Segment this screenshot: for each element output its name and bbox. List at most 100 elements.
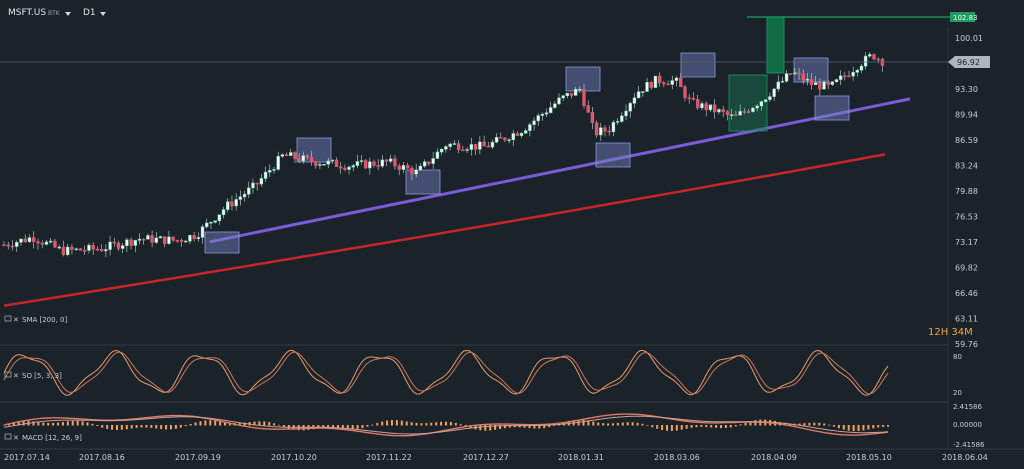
macd-histogram-bar — [160, 425, 163, 430]
candle — [721, 105, 725, 118]
candle — [691, 92, 696, 101]
candle — [405, 162, 410, 169]
candle — [301, 151, 305, 164]
timeframe-selector[interactable]: D1 — [83, 8, 96, 18]
candle-body — [452, 143, 457, 145]
candle — [797, 67, 801, 80]
timeframe-chevron-down-icon[interactable] — [100, 12, 106, 16]
macd-level-zero: 0.00000 — [953, 421, 982, 429]
candle — [393, 154, 397, 170]
candle-body — [789, 73, 793, 75]
candle — [548, 101, 553, 114]
candle-body — [23, 238, 27, 243]
candle-body — [738, 111, 742, 116]
macd-histogram-bar — [332, 425, 335, 428]
current-price-text: 96.92 — [957, 58, 980, 67]
candle-body — [226, 201, 230, 210]
candle — [847, 70, 851, 78]
candle-body — [772, 88, 776, 97]
macd-histogram-bar — [695, 425, 698, 428]
macd-histogram-bar — [700, 425, 703, 427]
candle-body — [674, 77, 679, 81]
current-price-marker: 96.92 — [0, 56, 990, 68]
candle — [272, 166, 276, 174]
candle-body — [830, 81, 835, 85]
candle-body — [801, 73, 805, 81]
macd-histogram-bar — [386, 420, 389, 426]
candle — [95, 246, 100, 252]
candle-body — [405, 165, 410, 169]
sma-indicator-label[interactable]: ✕ SMA [200, 0] — [4, 315, 67, 324]
candle-body — [687, 97, 691, 100]
macd-histogram-bar — [327, 425, 330, 428]
candle-body — [192, 235, 196, 239]
macd-histogram-bar — [61, 421, 64, 426]
candle-body — [636, 91, 641, 99]
candle-body — [855, 69, 859, 73]
candle — [280, 153, 285, 158]
candle-body — [167, 236, 171, 244]
price-tick-label: 86.59 — [955, 136, 978, 145]
candle-body — [91, 244, 95, 250]
candle-body — [150, 235, 154, 243]
macd-histogram-bar — [258, 421, 261, 426]
macd-histogram-bar — [155, 425, 158, 429]
candle — [15, 240, 19, 252]
macd-histogram-bar — [715, 425, 718, 428]
macd-histogram-bar — [381, 421, 384, 426]
candle-body — [431, 158, 435, 164]
candle — [801, 69, 805, 85]
candle-body — [780, 80, 785, 83]
candle-body — [456, 143, 461, 151]
candle — [793, 68, 797, 75]
macd-histogram-bar — [224, 422, 226, 426]
candle-body — [847, 75, 851, 78]
candle — [6, 241, 10, 250]
symbol-chevron-down-icon[interactable] — [65, 12, 71, 16]
candle-body — [834, 79, 839, 83]
macd-histogram-bar — [749, 421, 752, 426]
macd-histogram-bar — [847, 425, 850, 431]
candle — [478, 136, 482, 155]
candle — [851, 66, 855, 81]
candle-body — [851, 72, 855, 77]
macd-histogram-bar — [459, 424, 462, 426]
macd-histogram-bar — [670, 425, 673, 431]
macd-histogram-bar — [268, 422, 271, 426]
candle-body — [40, 242, 44, 245]
date-tick-label: 2017.09.19 — [175, 453, 221, 462]
candle-body — [540, 113, 545, 116]
so-indicator-label[interactable]: ✕ SO [5, 3, 3] — [4, 371, 62, 380]
macd-histogram-bar — [877, 425, 880, 428]
candle-body — [657, 75, 662, 83]
macd-histogram-bar — [484, 425, 487, 431]
macd-histogram-bar — [228, 422, 231, 426]
candle — [32, 231, 36, 249]
candle-body — [380, 159, 385, 167]
macd-histogram-bar — [729, 425, 732, 428]
candle-body — [99, 249, 104, 252]
candle — [251, 178, 255, 194]
candle — [334, 157, 339, 168]
macd-histogram-bar — [533, 425, 536, 429]
symbol-selector[interactable]: MSFT.US — [8, 8, 47, 18]
candle — [19, 238, 23, 246]
candle-body — [65, 246, 70, 256]
macd-indicator-label[interactable]: ✕ MACD [12, 26, 9] — [4, 433, 82, 442]
candle — [674, 75, 679, 87]
candle — [259, 174, 264, 187]
candle — [814, 76, 818, 86]
macd-histogram-bar — [101, 425, 104, 428]
candle — [734, 110, 738, 116]
candle — [838, 70, 843, 86]
price-tick-label: 73.17 — [955, 238, 978, 247]
candle-body — [469, 144, 474, 150]
candle — [532, 117, 536, 131]
candle — [759, 100, 764, 111]
macd-histogram-bar — [130, 425, 133, 429]
macd-histogram-bar — [273, 423, 276, 426]
price-tick-label: 63.11 — [955, 315, 978, 324]
candle-body — [363, 160, 368, 169]
macd-histogram-bar — [518, 425, 521, 428]
